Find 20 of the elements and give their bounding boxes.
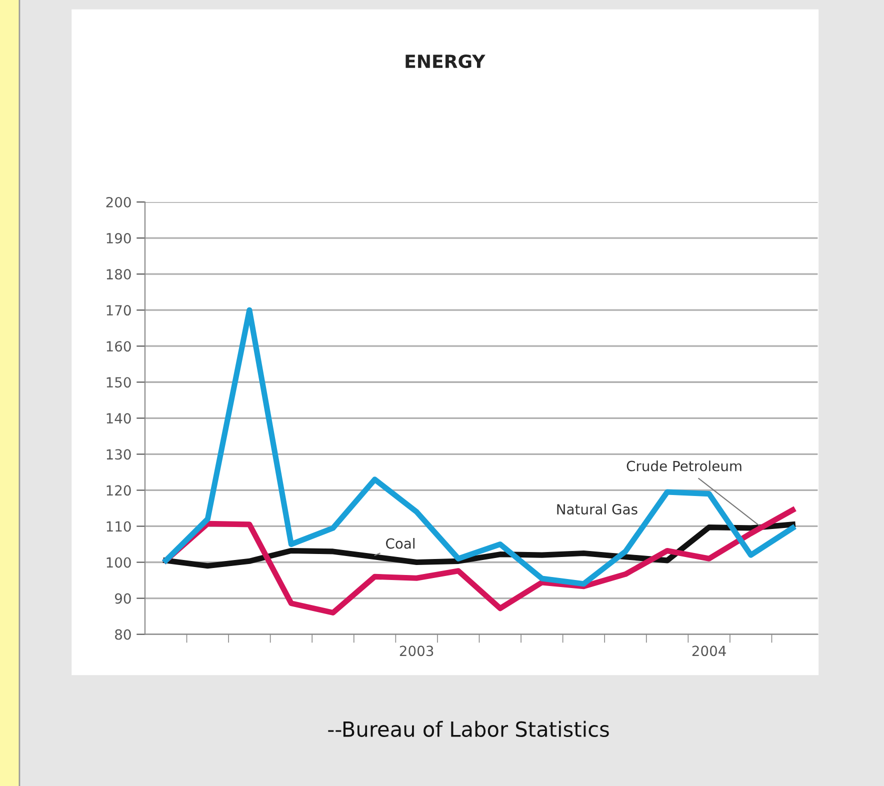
y-tick-label: 200	[106, 196, 131, 208]
y-tick-label: 160	[106, 341, 131, 352]
y-tick-label: 150	[106, 377, 131, 388]
y-tick-label: 140	[106, 413, 131, 424]
y-tick-label: 120	[106, 485, 131, 496]
y-tick-label: 170	[106, 305, 131, 316]
y-tick-label: 180	[106, 269, 131, 280]
y-tick-label: 90	[114, 593, 131, 604]
x-tick-label: 2003	[400, 646, 434, 656]
y-tick-label: 190	[106, 232, 131, 244]
y-tick-label: 110	[106, 521, 131, 532]
x-tick-label: 2004	[692, 646, 726, 656]
y-tick-label: 100	[106, 557, 131, 568]
y-tick-label: 80	[115, 629, 131, 640]
chart-title: ENERGY	[406, 54, 486, 68]
text: --Bureau of Labor Statistics	[328, 720, 609, 738]
text: Crude Petroleum	[626, 460, 742, 472]
series-label: Coal	[386, 538, 414, 549]
series-label: Natural Gas	[557, 504, 638, 515]
y-tick-label: 130	[106, 449, 131, 460]
